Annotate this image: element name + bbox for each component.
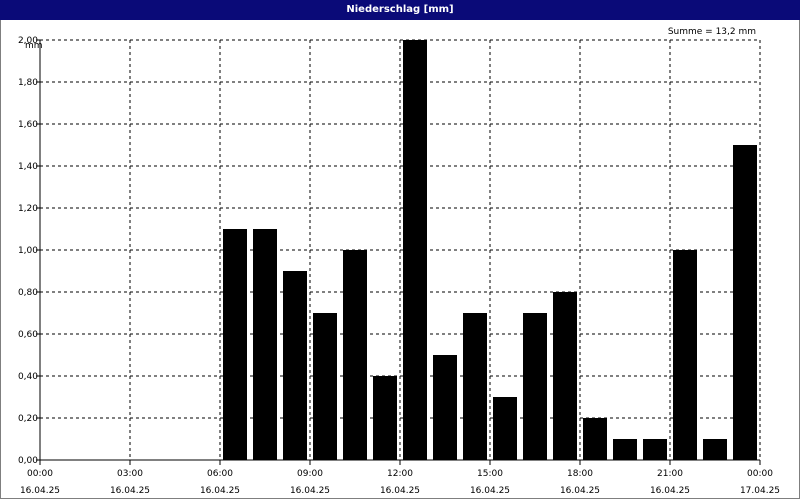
- y-tick-label: 1,80: [18, 78, 38, 88]
- label-layer: mm Summe = 13,2 mm 0,00 0,20 0,40 0,60 0,80 1…: [18, 27, 780, 496]
- y-tick-label: 2,00: [18, 36, 38, 46]
- x-tick-time-label: 15:00: [477, 469, 503, 479]
- precip-bar: [493, 397, 517, 460]
- y-tick-label: 0,60: [18, 330, 38, 340]
- x-tick-time-label: 09:00: [297, 469, 323, 479]
- precip-bar: [613, 439, 637, 460]
- precip-bar: [673, 250, 697, 460]
- precip-bar: [733, 145, 757, 460]
- y-tick-label: 1,40: [18, 162, 38, 172]
- precip-bar: [313, 313, 337, 460]
- precip-bar: [343, 250, 367, 460]
- y-tick-label: 0,00: [18, 456, 38, 466]
- y-unit-label: mm: [25, 41, 43, 51]
- y-tick-label: 1,20: [18, 204, 38, 214]
- sum-annotation: Summe = 13,2 mm: [668, 27, 756, 37]
- x-tick-date-label: 17.04.25: [740, 486, 780, 496]
- precip-bar: [703, 439, 727, 460]
- precip-bar: [463, 313, 487, 460]
- x-tick-time-label: 18:00: [567, 469, 593, 479]
- axis-layer: [36, 39, 761, 465]
- x-tick-time-label: 00:00: [27, 469, 53, 479]
- x-tick-date-label: 16.04.25: [290, 486, 330, 496]
- x-tick-time-label: 00:00: [747, 469, 773, 479]
- precip-bar: [223, 229, 247, 460]
- x-tick-date-label: 16.04.25: [110, 486, 150, 496]
- x-tick-time-label: 12:00: [387, 469, 413, 479]
- y-tick-label: 0,80: [18, 288, 38, 298]
- precip-bar: [253, 229, 277, 460]
- chart-svg: mm Summe = 13,2 mm 0,00 0,20 0,40 0,60 0,80 1…: [18, 27, 780, 496]
- precip-bar: [403, 40, 427, 460]
- precip-bar: [523, 313, 547, 460]
- precip-bar: [583, 418, 607, 460]
- x-tick-date-label: 16.04.25: [380, 486, 420, 496]
- precip-bar: [553, 292, 577, 460]
- x-tick-date-label: 16.04.25: [470, 486, 510, 496]
- x-tick-date-label: 16.04.25: [560, 486, 600, 496]
- x-tick-time-label: 21:00: [657, 469, 683, 479]
- y-tick-label: 1,00: [18, 246, 38, 256]
- x-tick-date-label: 16.04.25: [20, 486, 60, 496]
- precip-bar: [283, 271, 307, 460]
- precip-bar: [643, 439, 667, 460]
- x-tick-time-label: 03:00: [117, 469, 143, 479]
- chart-title: Niederschlag [mm]: [0, 0, 800, 20]
- x-tick-date-label: 16.04.25: [650, 486, 690, 496]
- chart-area: mm Summe = 13,2 mm 0,00 0,20 0,40 0,60 0,80 1…: [0, 20, 800, 499]
- grid-layer: [40, 39, 761, 460]
- precip-bar: [433, 355, 457, 460]
- precip-bar: [373, 376, 397, 460]
- y-tick-label: 1,60: [18, 120, 38, 130]
- x-tick-date-label: 16.04.25: [200, 486, 240, 496]
- bar-layer: [223, 40, 757, 460]
- y-tick-label: 0,40: [18, 372, 38, 382]
- x-tick-time-label: 06:00: [207, 469, 233, 479]
- y-tick-label: 0,20: [18, 414, 38, 424]
